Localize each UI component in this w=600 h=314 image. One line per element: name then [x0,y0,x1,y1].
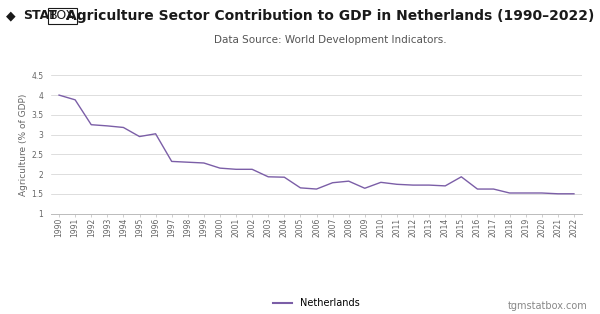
Y-axis label: Agriculture (% of GDP): Agriculture (% of GDP) [19,93,28,196]
Text: Data Source: World Development Indicators.: Data Source: World Development Indicator… [214,35,446,45]
Text: STAT: STAT [23,9,56,22]
Text: Agriculture Sector Contribution to GDP in Netherlands (1990–2022): Agriculture Sector Contribution to GDP i… [66,9,594,24]
Legend: Netherlands: Netherlands [269,294,364,312]
Text: tgmstatbox.com: tgmstatbox.com [508,301,588,311]
Text: BOX: BOX [49,9,76,22]
Text: ◆: ◆ [6,9,20,22]
